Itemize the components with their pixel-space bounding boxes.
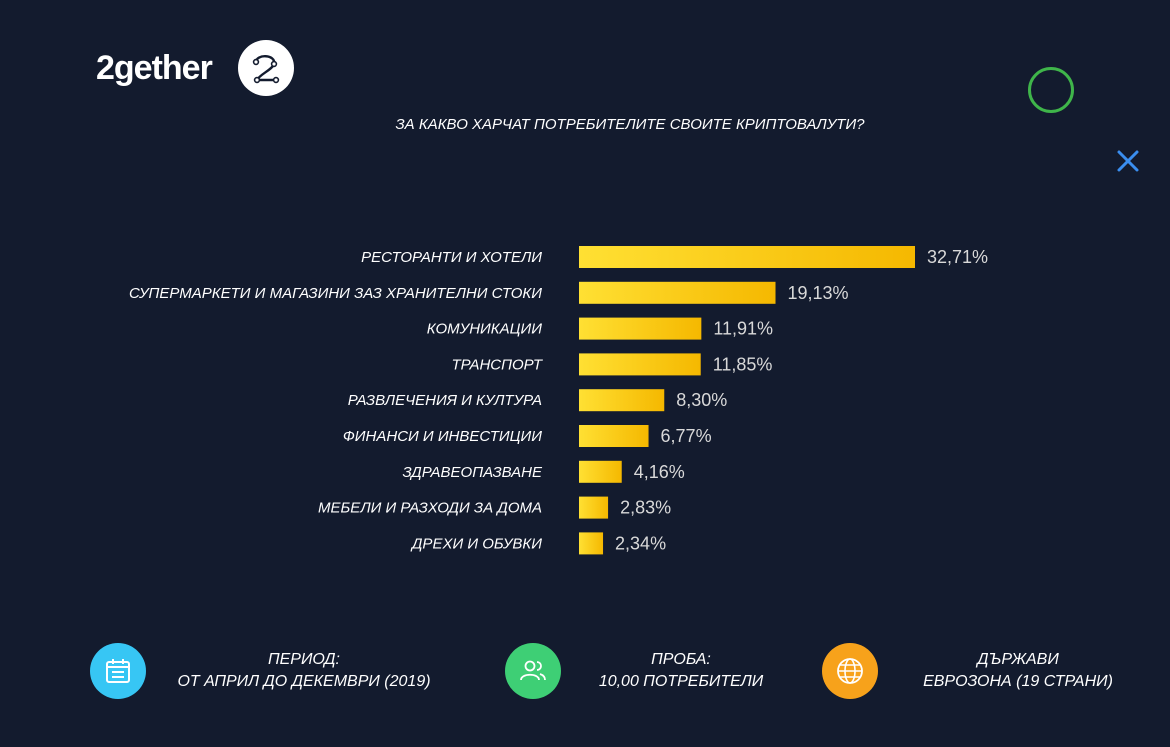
bar: [579, 460, 622, 483]
value-label: 2,83%: [620, 498, 671, 518]
value-label: 11,85%: [713, 354, 773, 374]
decorative-x-icon: [1117, 150, 1139, 172]
category-label: КОМУНИКАЦИИ: [427, 321, 542, 338]
footer-countries: ДЪРЖАВИ ЕВРОЗОНА (19 СТРАНИ): [822, 643, 1118, 699]
category-label: ЗДРАВЕОПАЗВАНЕ: [402, 464, 543, 481]
bar: [579, 246, 915, 268]
sample-value: 10,00 ПОТРЕБИТЕЛИ: [598, 673, 764, 690]
period-value: ОТ АПРИЛ ДО ДЕКЕМВРИ (2019): [177, 673, 431, 690]
category-label: СУПЕРМАРКЕТИ И МАГАЗИНИ ЗАЗ ХРАНИТЕЛНИ С…: [129, 285, 542, 302]
value-label: 4,16%: [634, 462, 685, 482]
calendar-icon: [90, 643, 146, 699]
category-label: МЕБЕЛИ И РАЗХОДИ ЗА ДОМА: [318, 500, 542, 517]
footer-sample: ПРОБА: 10,00 ПОТРЕБИТЕЛИ: [505, 643, 781, 699]
value-label: 32,71%: [927, 247, 988, 267]
footer-period: ПЕРИОД: ОТ АПРИЛ ДО ДЕКЕМВРИ (2019): [90, 643, 434, 699]
bar: [579, 317, 702, 340]
bar: [579, 353, 701, 376]
globe-icon: [822, 643, 878, 699]
category-label: РЕСТОРАНТИ И ХОТЕЛИ: [361, 249, 542, 266]
bar: [579, 532, 604, 555]
bar: [579, 389, 665, 412]
value-label: 2,34%: [615, 533, 666, 553]
sample-text: ПРОБА: 10,00 ПОТРЕБИТЕЛИ: [581, 649, 781, 693]
decorative-circle-icon: [1028, 67, 1074, 113]
category-label: ТРАНСПОРТ: [451, 356, 543, 373]
period-label: ПЕРИОД:: [268, 651, 340, 668]
bar: [579, 496, 609, 519]
category-label: РАЗВЛЕЧЕНИЯ И КУЛТУРА: [348, 392, 542, 409]
users-icon: [505, 643, 561, 699]
category-label: ДРЕХИ И ОБУВКИ: [410, 535, 542, 552]
chart-title: ЗА КАКВО ХАРЧАТ ПОТРЕБИТЕЛИТЕ СВОИТЕ КРИ…: [395, 116, 865, 133]
period-text: ПЕРИОД: ОТ АПРИЛ ДО ДЕКЕМВРИ (2019): [174, 649, 434, 693]
bar: [579, 425, 649, 447]
countries-text: ДЪРЖАВИ ЕВРОЗОНА (19 СТРАНИ): [918, 649, 1118, 693]
value-label: 19,13%: [788, 283, 849, 303]
brand-name: 2gether: [96, 48, 213, 87]
category-label: ФИНАНСИ И ИНВЕСТИЦИИ: [343, 428, 542, 445]
brand-logo: 2gether: [96, 40, 294, 96]
countries-value: ЕВРОЗОНА (19 СТРАНИ): [923, 673, 1113, 690]
countries-label: ДЪРЖАВИ: [977, 651, 1059, 668]
sample-label: ПРОБА:: [651, 651, 711, 668]
value-label: 11,91%: [713, 319, 773, 339]
value-label: 8,30%: [676, 390, 727, 410]
value-label: 6,77%: [661, 426, 712, 446]
2-logo-icon: [237, 40, 294, 96]
bar: [579, 281, 776, 304]
